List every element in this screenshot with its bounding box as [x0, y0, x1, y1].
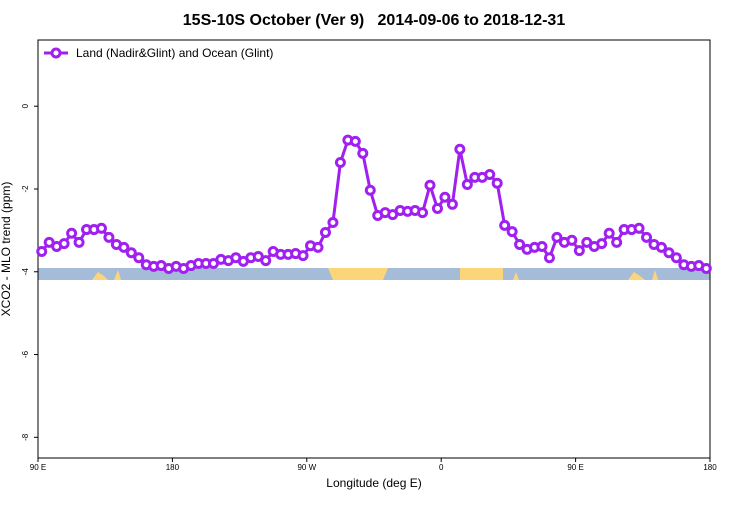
data-point: [655, 241, 667, 253]
data-point: [439, 191, 451, 203]
x-tick-label: 90 E: [30, 463, 46, 472]
x-tick-label: 0: [439, 463, 444, 472]
data-point: [446, 198, 458, 210]
y-tick-label: -4: [21, 268, 30, 276]
data-point: [484, 169, 496, 181]
data-point: [312, 241, 324, 253]
data-point: [36, 245, 48, 257]
land-patch: [92, 270, 658, 280]
data-point: [536, 241, 548, 253]
data-point: [431, 202, 443, 214]
data-point: [633, 222, 645, 234]
data-point: [125, 247, 137, 259]
y-axis-label: XCO2 - MLO trend (ppm): [0, 182, 13, 317]
data-point: [491, 177, 503, 189]
y-tick-label: -6: [21, 350, 30, 358]
data-point: [66, 227, 78, 239]
data-point: [58, 238, 70, 250]
x-tick-label: 180: [166, 463, 180, 472]
data-point: [506, 226, 518, 238]
data-point: [260, 255, 272, 267]
legend-label: Land (Nadir&Glint) and Ocean (Glint): [76, 46, 273, 60]
surface-strip: [38, 268, 710, 280]
data-point: [461, 178, 473, 190]
data-point: [641, 231, 653, 243]
data-point: [551, 231, 563, 243]
chart-title: 15S-10S October (Ver 9) 2014-09-06 to 20…: [183, 12, 566, 29]
data-point: [133, 252, 145, 264]
data-point: [417, 207, 429, 219]
data-point: [73, 236, 85, 248]
data-point: [499, 219, 511, 231]
data-point: [670, 252, 682, 264]
data-point: [543, 252, 555, 264]
data-point: [424, 179, 436, 191]
data-point: [611, 236, 623, 248]
data-point: [349, 135, 361, 147]
x-axis-label: Longitude (deg E): [326, 476, 421, 490]
data-point: [118, 241, 130, 253]
series-line: [40, 138, 707, 271]
data-point: [603, 227, 615, 239]
data-point: [334, 157, 346, 169]
legend: Land (Nadir&Glint) and Ocean (Glint): [44, 46, 273, 60]
land-patch: [460, 268, 503, 280]
data-point: [327, 217, 339, 229]
x-tick-label: 180: [703, 463, 717, 472]
data-point: [566, 234, 578, 246]
data-point: [319, 226, 331, 238]
y-tick-label: 0: [21, 103, 30, 108]
data-point: [95, 222, 107, 234]
land-patch: [328, 268, 388, 280]
data-point: [596, 238, 608, 250]
data-point: [573, 245, 585, 257]
y-tick-label: -8: [21, 433, 30, 441]
data-point: [663, 247, 675, 259]
data-point: [454, 143, 466, 155]
y-tick-label: -2: [21, 185, 30, 193]
data-point: [357, 147, 369, 159]
data-point: [297, 250, 309, 262]
legend-marker: [50, 47, 62, 59]
data-point: [514, 238, 526, 250]
data-point: [364, 184, 376, 196]
x-tick-label: 90 W: [297, 463, 316, 472]
data-point: [103, 231, 115, 243]
data-point: [700, 262, 712, 274]
x-tick-label: 90 E: [567, 463, 583, 472]
plot-frame: [37, 39, 711, 459]
